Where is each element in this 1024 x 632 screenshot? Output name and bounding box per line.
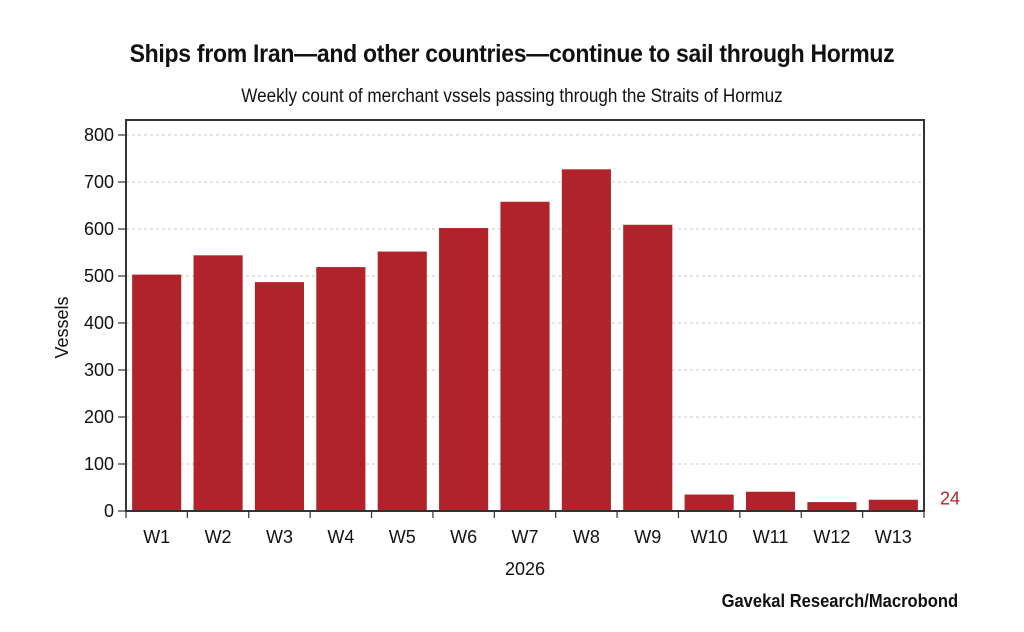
source-credit: Gavekal Research/Macrobond xyxy=(721,591,958,611)
x-axis-title: 2026 xyxy=(505,559,545,579)
x-tick-label: W12 xyxy=(813,527,850,547)
bar-w4 xyxy=(316,267,366,511)
y-tick-label: 400 xyxy=(84,313,114,333)
x-tick-label: W3 xyxy=(266,527,293,547)
y-tick-label: 300 xyxy=(84,360,114,380)
bar-w6 xyxy=(439,228,489,511)
y-axis: 0 100 200 300 400 500 600 700 800 xyxy=(84,125,126,521)
y-axis-title: Vessels xyxy=(52,296,72,358)
y-tick-label: 700 xyxy=(84,172,114,192)
x-tick-label: W4 xyxy=(327,527,354,547)
y-tick-label: 100 xyxy=(84,454,114,474)
x-tick-label: W6 xyxy=(450,527,477,547)
x-tick-label: W9 xyxy=(634,527,661,547)
bar-w13 xyxy=(868,499,918,511)
bar-w8 xyxy=(561,169,611,511)
plot-frame xyxy=(125,119,925,512)
bar-w12 xyxy=(807,502,857,511)
x-tick-label: W2 xyxy=(205,527,232,547)
bar-w1 xyxy=(132,274,182,511)
last-value-label: 24 xyxy=(940,489,960,509)
chart-subtitle: Weekly count of merchant vssels passing … xyxy=(241,86,783,107)
bar-w3 xyxy=(254,282,305,511)
y-tick-label: 800 xyxy=(84,125,114,145)
bar-w9 xyxy=(623,224,673,511)
y-tick-label: 600 xyxy=(84,219,114,239)
bar-w5 xyxy=(377,251,427,511)
x-tick-label: W7 xyxy=(512,527,539,547)
x-tick-label: W13 xyxy=(875,527,912,547)
bar-w7 xyxy=(500,201,550,512)
x-tick-label: W10 xyxy=(691,527,728,547)
chart-title: Ships from Iran—and other countries—cont… xyxy=(129,40,895,68)
x-tick-label: W1 xyxy=(143,527,170,547)
x-tick-label: W11 xyxy=(753,527,789,547)
bar-w10 xyxy=(684,494,734,511)
bar-w11 xyxy=(745,491,796,511)
bars xyxy=(132,169,918,512)
y-tick-label: 200 xyxy=(84,407,114,427)
y-tick-label: 0 xyxy=(104,501,114,521)
x-axis: W1 W2 W3 W4 W5 W6 W7 W8 W9 W10 W11 W12 W13 xyxy=(125,511,925,547)
y-tick-label: 500 xyxy=(84,266,114,286)
x-tick-label: W5 xyxy=(389,527,416,547)
x-tick-label: W8 xyxy=(573,527,600,547)
annotations: 24 xyxy=(940,489,960,509)
bar-w2 xyxy=(193,255,243,511)
